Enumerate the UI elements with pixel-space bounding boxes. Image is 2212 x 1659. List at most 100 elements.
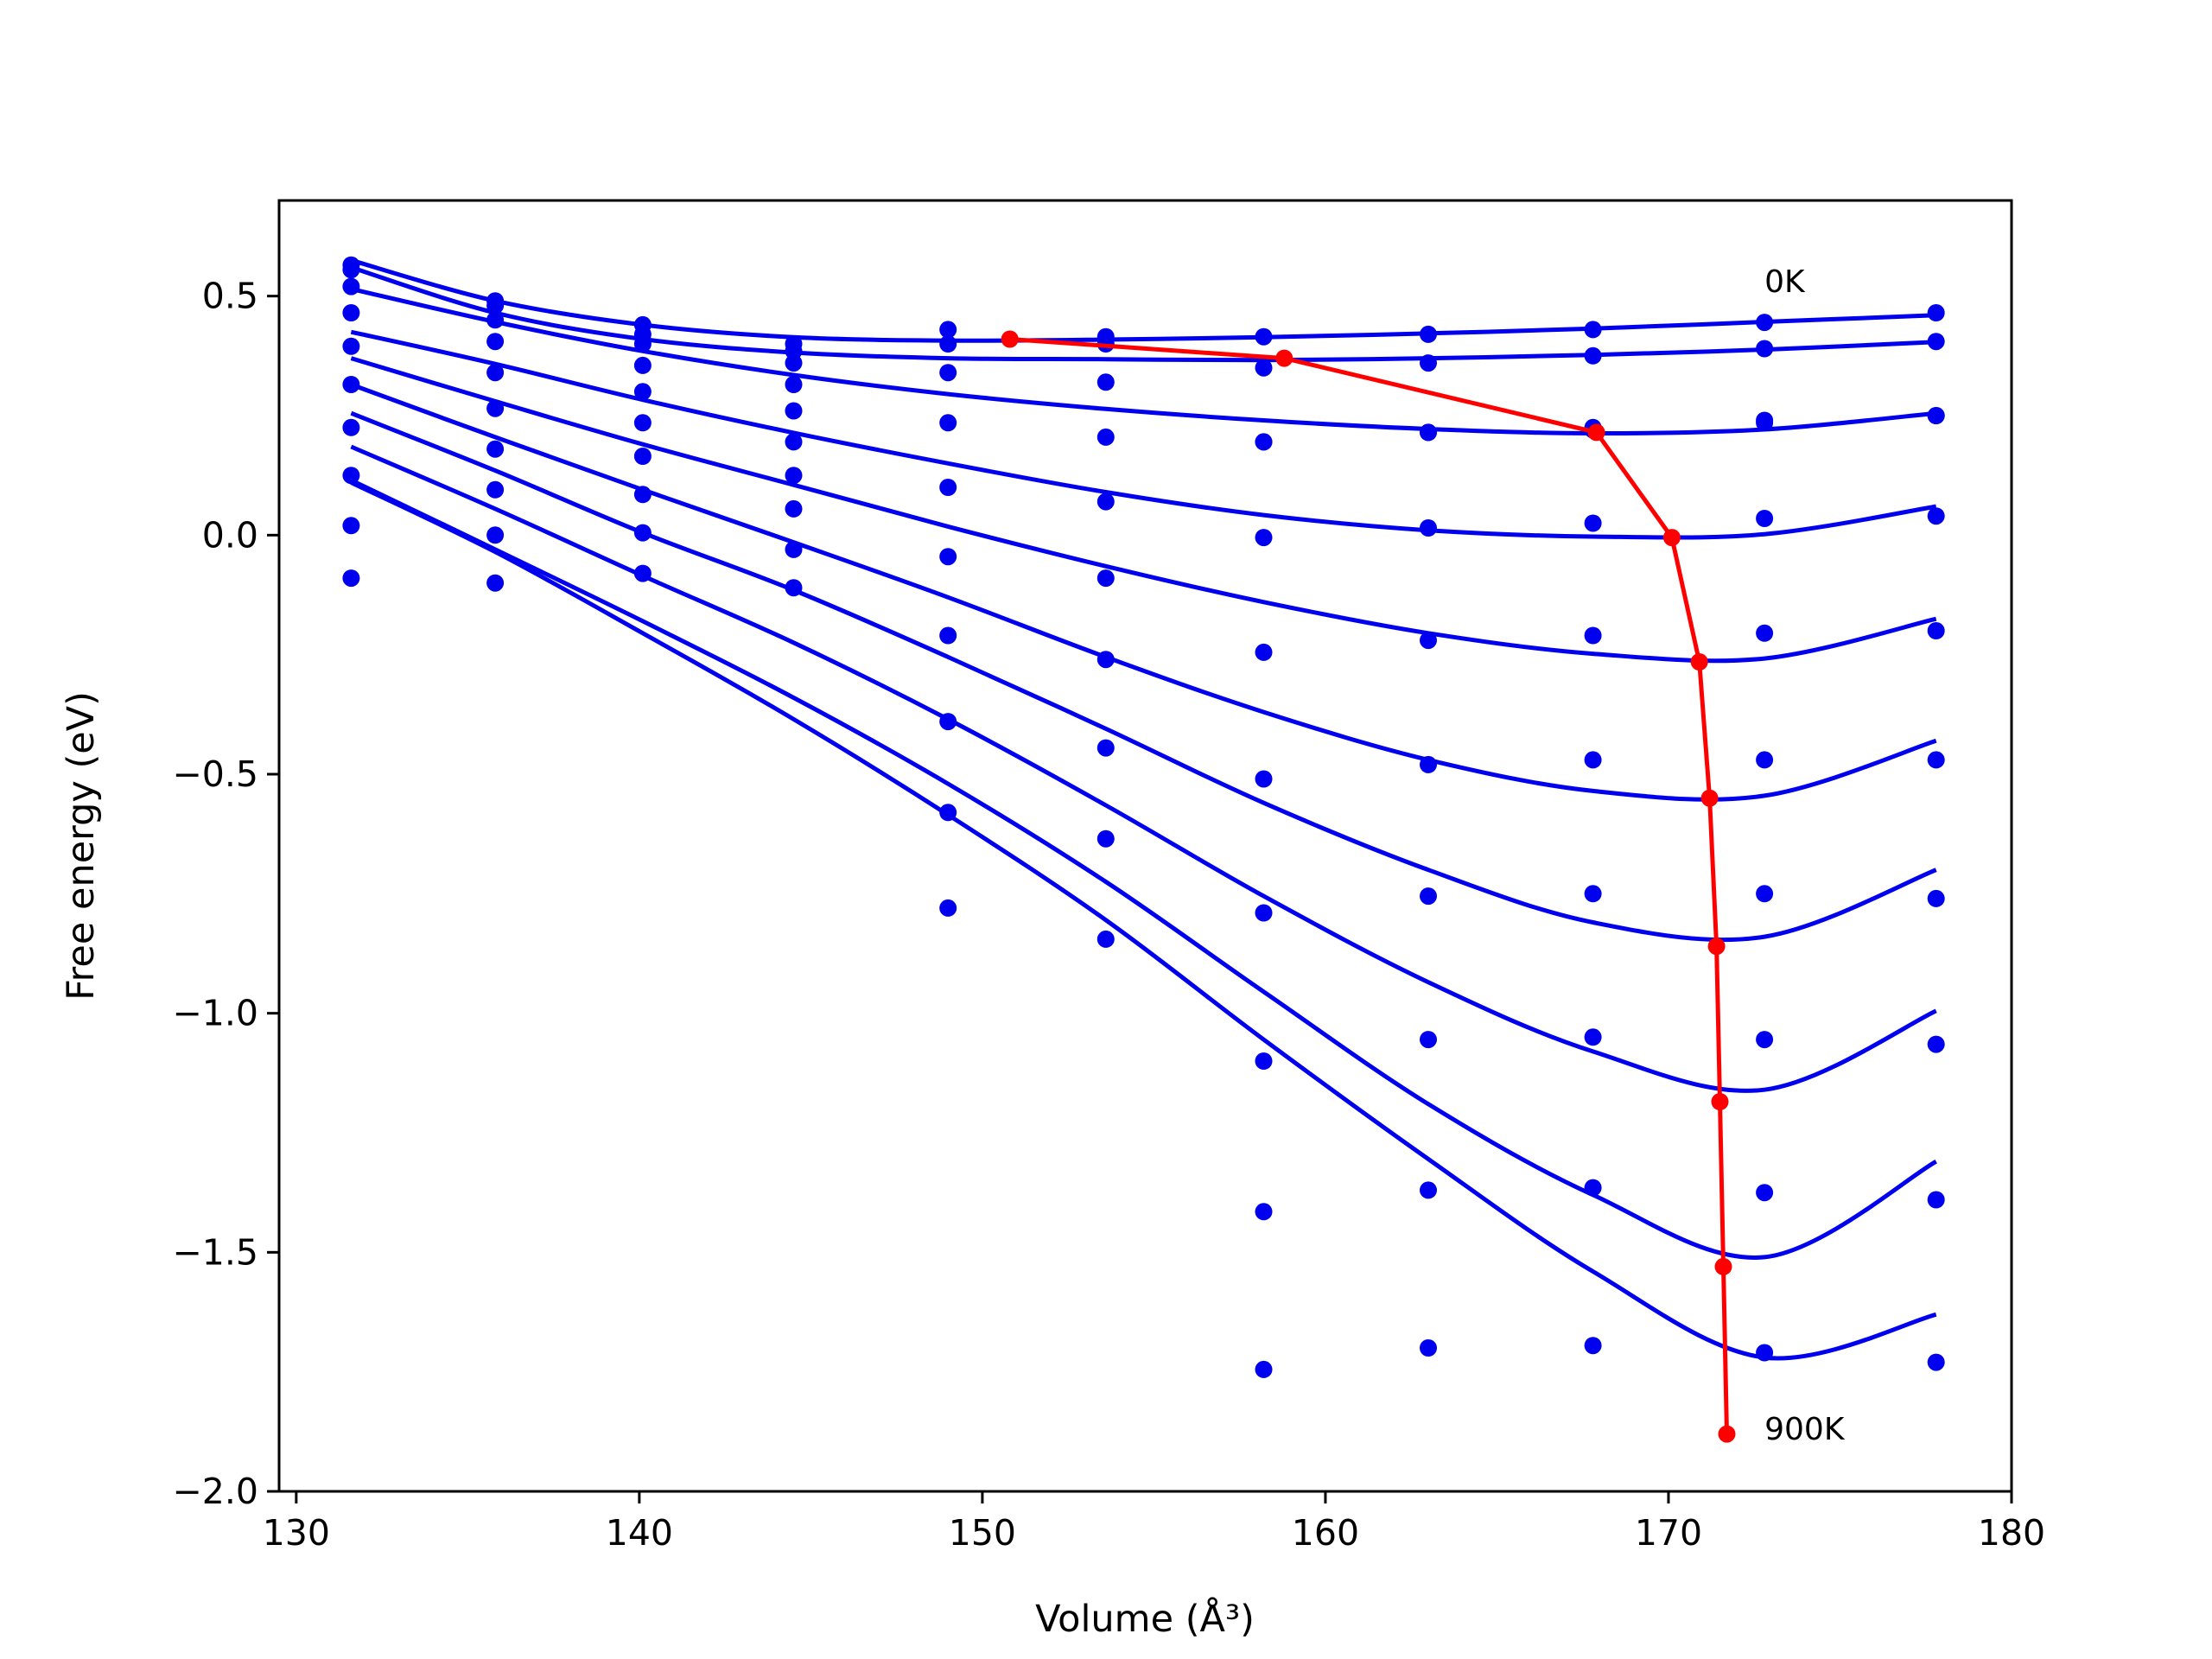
data-point: [1927, 622, 1945, 639]
y-tick-label: −0.5: [172, 753, 258, 795]
data-point: [1096, 569, 1115, 588]
plot-area: [342, 256, 1945, 1443]
data-point: [1584, 1179, 1602, 1197]
data-point: [1584, 1337, 1602, 1355]
minimum-point: [1587, 423, 1605, 442]
data-point: [785, 342, 803, 360]
data-point: [633, 448, 652, 465]
data-point: [785, 579, 803, 597]
axis-ticks: 130 140 150 160 170 180 0.5 0.0 −0.5 −1.0 −1.5 −2.0: [172, 276, 2045, 1554]
data-point: [1584, 885, 1602, 903]
data-point: [342, 304, 360, 321]
data-point: [1096, 739, 1115, 757]
data-point: [486, 480, 505, 499]
data-point: [1756, 510, 1774, 527]
data-point: [1255, 643, 1273, 661]
y-tick-label: −1.5: [172, 1231, 258, 1273]
data-point: [486, 311, 505, 329]
data-point: [1420, 1339, 1437, 1357]
data-point: [633, 383, 652, 401]
data-point: [1420, 423, 1437, 442]
data-point: [785, 354, 803, 372]
minimum-point: [1690, 653, 1708, 671]
data-point: [486, 333, 505, 351]
fit-curve-5: [350, 382, 1937, 802]
data-point: [1096, 930, 1115, 948]
x-tick-label: 160: [1292, 1512, 1359, 1554]
data-point: [1927, 333, 1945, 351]
data-point: [486, 526, 505, 544]
minimum-point: [1001, 330, 1019, 348]
fit-curve-1: [350, 265, 1936, 363]
data-point: [1255, 1203, 1273, 1221]
data-point: [1255, 327, 1273, 346]
data-point: [1927, 407, 1945, 424]
data-point: [342, 418, 360, 436]
curve-annotation: 900K: [1764, 1412, 1846, 1447]
data-point: [1584, 514, 1602, 532]
data-point: [1927, 1191, 1945, 1209]
data-point: [486, 440, 505, 458]
data-point: [1096, 651, 1115, 669]
data-point: [1420, 755, 1437, 773]
data-point: [939, 335, 957, 353]
data-point: [785, 376, 803, 393]
data-point: [939, 804, 957, 822]
data-point: [1255, 433, 1273, 451]
fit-curve-0: [350, 257, 1936, 343]
data-point: [342, 467, 360, 485]
data-point: [633, 356, 652, 374]
data-point: [939, 479, 957, 496]
fit-curve-7: [350, 444, 1937, 1093]
data-point: [1420, 1031, 1437, 1049]
data-point: [1420, 632, 1437, 650]
minimum-point: [1700, 789, 1719, 807]
data-point: [1255, 1360, 1273, 1378]
data-point: [1096, 830, 1115, 848]
fit-curve-2: [350, 286, 1936, 436]
data-point: [342, 337, 360, 355]
x-tick-label: 180: [1978, 1512, 2045, 1554]
data-point: [1584, 346, 1602, 365]
data-point: [939, 321, 957, 339]
data-point: [785, 402, 803, 420]
data-point: [486, 399, 505, 417]
x-tick-label: 130: [263, 1512, 330, 1554]
data-point: [342, 569, 360, 588]
data-point: [1584, 751, 1602, 769]
fit-curve-4: [350, 356, 1937, 664]
data-point: [633, 335, 652, 353]
data-point: [939, 626, 957, 645]
data-point: [1420, 325, 1437, 343]
data-point: [1096, 428, 1115, 446]
data-point: [1584, 1028, 1602, 1046]
data-point: [785, 467, 803, 485]
minimum-point: [1718, 1425, 1736, 1443]
data-point: [633, 486, 652, 504]
data-point: [633, 414, 652, 432]
data-point: [1255, 529, 1273, 547]
fit-curve-8: [350, 478, 1937, 1260]
data-point: [1420, 519, 1437, 537]
data-point: [1756, 1031, 1774, 1049]
fit-curve-3: [350, 329, 1937, 540]
y-tick-label: 0.0: [202, 514, 258, 556]
minima-line: [1009, 337, 1729, 1434]
data-point: [1756, 1344, 1774, 1362]
annotations: 0K 900K: [1764, 264, 1846, 1447]
data-point: [1756, 751, 1774, 769]
data-point: [633, 524, 652, 542]
data-point: [1927, 304, 1945, 321]
data-point: [1255, 904, 1273, 922]
data-point: [785, 540, 803, 558]
data-point: [1096, 373, 1115, 391]
data-point: [1584, 626, 1602, 645]
y-axis-label: Free energy (eV): [60, 691, 103, 1001]
data-point: [1927, 1353, 1945, 1371]
data-point: [1255, 359, 1273, 377]
data-point: [1756, 885, 1774, 903]
x-tick-label: 170: [1635, 1512, 1702, 1554]
data-point: [785, 499, 803, 518]
data-point: [342, 517, 360, 535]
